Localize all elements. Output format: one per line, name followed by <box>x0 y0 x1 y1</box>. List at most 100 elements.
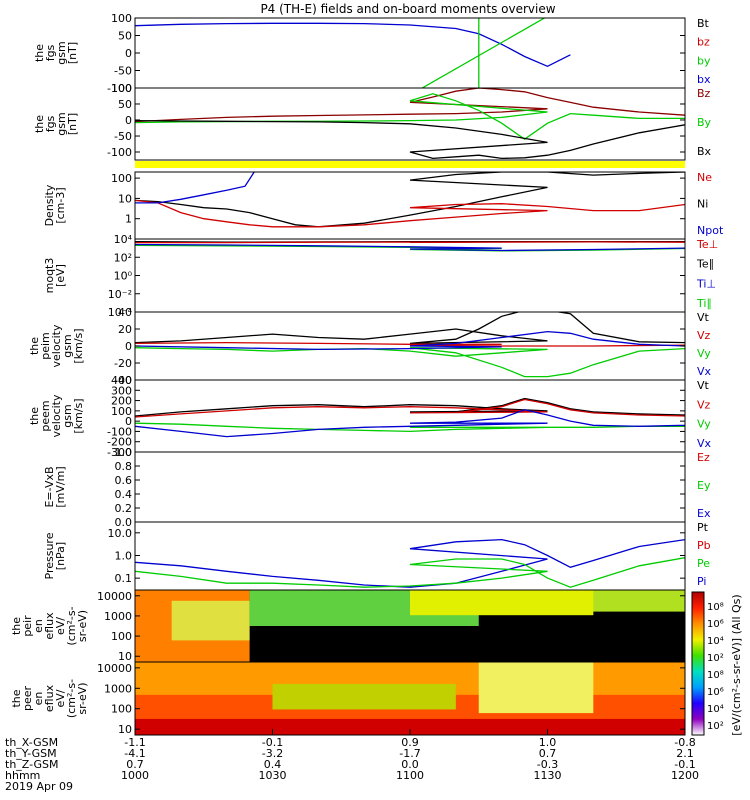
series-line-vx-3 <box>135 409 685 438</box>
y-axis-label: eV/ <box>54 617 67 635</box>
y-axis-label: [nT] <box>66 42 79 64</box>
y-tick-label: 50 <box>118 98 132 111</box>
y-axis-label: the <box>33 115 46 133</box>
y-tick-label: -50 <box>114 65 132 78</box>
y-tick-label: 0.0 <box>115 516 133 529</box>
y-tick-label: 40 <box>118 306 132 319</box>
x-axis-value: 1200 <box>671 769 699 782</box>
y-tick-label: 1000 <box>104 682 132 695</box>
y-axis-label: (cm²-s- <box>65 679 78 718</box>
y-axis-label: the <box>10 689 23 707</box>
y-tick-label: 100 <box>111 630 132 643</box>
y-tick-label: 0 <box>125 114 132 127</box>
y-axis-label: velocity <box>50 324 63 367</box>
y-tick-label: 100 <box>111 703 132 716</box>
y-axis-label: peir <box>21 615 34 637</box>
series-line-bx-2 <box>135 119 685 160</box>
legend-label: bz <box>697 36 710 49</box>
panel-frame <box>134 521 686 591</box>
panel-efield: 1.00.80.60.40.20.0 E=-VxB[mV/m] Ez Ey Ex <box>43 446 711 529</box>
y-axis-label: eflux <box>43 684 56 712</box>
legend-label: bx <box>697 73 711 86</box>
y-tick-label: -50 <box>114 130 132 143</box>
x-axis-row-label: th_Y-GSM <box>5 747 57 760</box>
y-axis-label: en <box>32 692 45 706</box>
y-axis-label: the <box>28 337 41 355</box>
x-axis-value: -1.7 <box>399 747 420 760</box>
y-axis-label: moqt3 <box>43 258 56 294</box>
legend-label: by <box>697 54 711 67</box>
x-axis-value: 0.9 <box>401 736 419 749</box>
series-line-vy-2 <box>135 422 685 433</box>
panel-frame <box>134 379 686 453</box>
legend-label: Bt <box>697 17 710 30</box>
y-tick-label: 100 <box>111 172 132 185</box>
panel-pressure: 10.0 1.0 0.1 Pressure[nPa] Pt Pb Pe Pi <box>43 521 711 591</box>
legend-label: Bx <box>697 145 712 158</box>
x-axis-value: 0.4 <box>264 758 282 771</box>
y-tick-label: 0.6 <box>115 474 133 487</box>
legend-label: Vx <box>697 365 712 378</box>
legend-label: Vx <box>697 437 712 450</box>
x-axis-value: 0.0 <box>401 758 419 771</box>
x-axis-value: -0.3 <box>537 758 558 771</box>
colorbar-gradient <box>691 591 705 736</box>
y-axis-label: peem <box>39 400 52 431</box>
panel-frame <box>134 451 686 523</box>
y-tick-label: 100 <box>111 12 132 25</box>
y-axis-label: (cm²-s- <box>65 606 78 645</box>
y-tick-label: 1.0 <box>115 446 133 459</box>
legend-label: Vz <box>697 329 711 342</box>
colorbar-tick-label: 10⁶ <box>707 687 724 698</box>
y-tick-label: -200 <box>107 436 132 449</box>
legend-label: Ne <box>697 171 712 184</box>
legend-label: Ex <box>697 507 711 520</box>
series-line-bz-0 <box>135 88 685 123</box>
y-tick-label: 10⁻⁴ <box>108 306 133 319</box>
heatmap-band <box>478 662 594 714</box>
y-axis-label: sr-eV) <box>76 682 89 714</box>
y-axis-label: [mV/m] <box>54 466 67 507</box>
series-line-ti⊥-1 <box>135 243 685 252</box>
legend-label: Vy <box>697 347 711 360</box>
legend-label: Ez <box>697 451 710 464</box>
y-tick-label: 1 <box>125 213 132 226</box>
legend-label: Te∥ <box>696 258 714 271</box>
y-tick-label: 10⁰ <box>114 270 133 283</box>
x-axis-value: 1130 <box>534 769 562 782</box>
y-axis-label: the <box>28 407 41 425</box>
y-tick-label: -300 <box>107 446 132 459</box>
y-tick-label: 1000 <box>104 610 132 623</box>
heatmap-band <box>171 600 250 641</box>
x-axis-value: -0.8 <box>674 736 695 749</box>
y-axis-label: [km/s] <box>72 398 85 433</box>
colorbar-tick-label: 10⁸ <box>707 602 724 613</box>
x-axis-value: -4.1 <box>124 747 145 760</box>
y-tick-label: 10000 <box>97 590 132 603</box>
x-axis-value: 1.0 <box>539 736 557 749</box>
y-axis-label: eV/ <box>54 689 67 707</box>
x-axis-value: 2.1 <box>676 747 694 760</box>
legend-label: Te⊥ <box>696 238 718 251</box>
colorbar-tick-label: 10² <box>707 721 724 732</box>
y-axis-label: velocity <box>50 394 63 437</box>
series-line-vz-1 <box>135 398 685 418</box>
y-tick-label: -100 <box>107 425 132 438</box>
series-line-vz-1 <box>135 341 685 347</box>
x-axis-value: 0.7 <box>126 758 144 771</box>
x-axis-value: 0.7 <box>539 747 557 760</box>
y-axis-label: gsm <box>61 334 74 357</box>
y-tick-label: 10000 <box>97 662 132 675</box>
series-line-pi-0 <box>135 538 685 588</box>
series-line-by-1 <box>135 93 685 140</box>
y-axis-label: gsm <box>55 112 68 135</box>
x-axis-row-label: hhmm <box>5 769 40 782</box>
x-axis-value: 1000 <box>121 769 149 782</box>
x-axis-value: -1.1 <box>124 736 145 749</box>
legend-label: Vt <box>697 311 710 324</box>
series-line-ne-1 <box>135 199 685 228</box>
legend-label: Vt <box>697 379 710 392</box>
y-axis-label: gsm <box>55 41 68 64</box>
y-tick-label: -100 <box>107 82 132 95</box>
y-tick-label: 0 <box>125 47 132 60</box>
